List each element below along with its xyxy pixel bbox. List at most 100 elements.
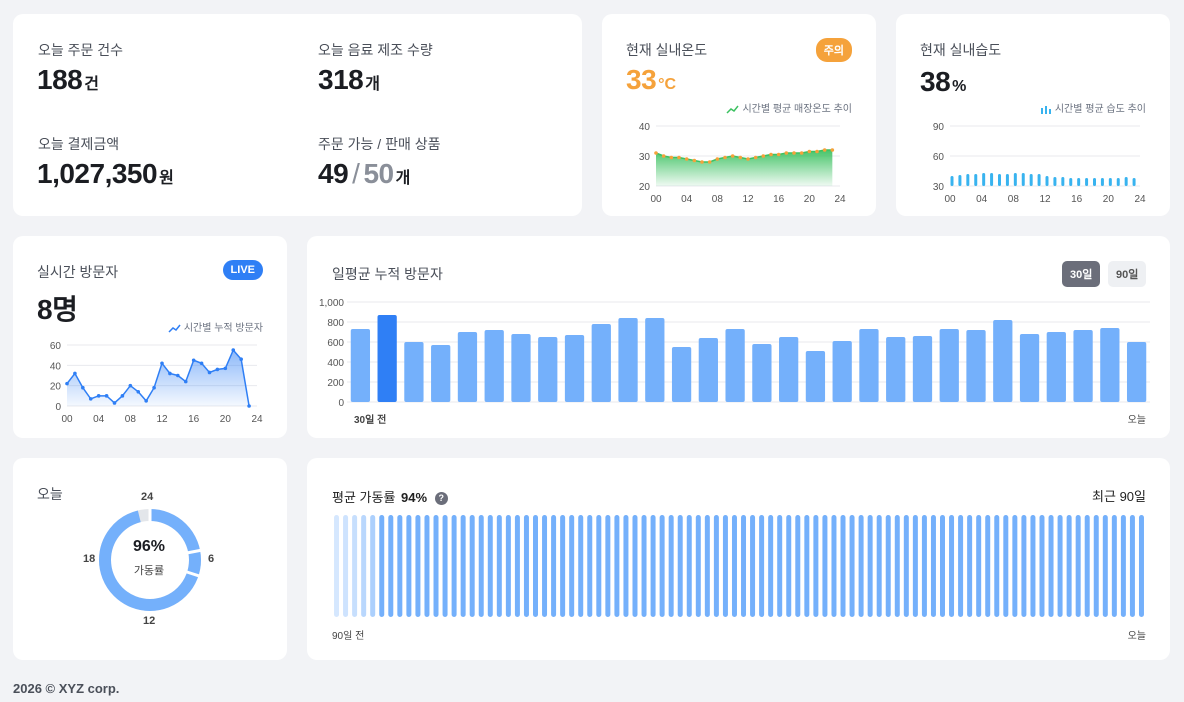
uptime-day-bar <box>334 515 340 617</box>
humidity-bar <box>998 174 1001 186</box>
daily-bar <box>886 337 906 402</box>
range-30-button[interactable]: 30일 <box>1062 261 1101 287</box>
uptime-day-bar <box>659 515 665 617</box>
uptime-day-bar <box>460 515 466 617</box>
uptime-day-bar <box>967 515 973 617</box>
visitors-point <box>215 367 220 372</box>
x-tick-label: 16 <box>773 194 785 205</box>
x-tick-label: 04 <box>976 194 988 205</box>
humidity-bar <box>1108 178 1112 186</box>
daily-bar <box>1019 334 1040 402</box>
x-tick-label: 12 <box>742 194 754 205</box>
order-count-value: 188 <box>37 64 83 95</box>
x-tick-label: 00 <box>61 414 73 425</box>
footer-copyright: 2026 © XYZ corp. <box>13 681 120 696</box>
humidity-bar <box>1069 178 1073 186</box>
uptime-bars-chart <box>334 515 1144 617</box>
bar-chart-icon <box>1040 106 1051 114</box>
visitors-point <box>183 379 188 384</box>
humidity-chart: 30 60 90 00 04 08 12 16 20 24 <box>933 122 1146 205</box>
uptime-day-bar <box>985 515 991 617</box>
daily-bar <box>1073 330 1093 402</box>
uptime-day-bar <box>940 515 945 617</box>
daily-start-label: 30일 전 <box>354 415 387 426</box>
payment-label: 오늘 결제금액 <box>38 136 120 152</box>
visitors-point <box>247 404 251 408</box>
x-tick-label: 20 <box>1103 194 1115 205</box>
order-count-label: 오늘 주문 건수 <box>38 42 124 58</box>
temperature-point <box>730 154 735 158</box>
daily-bar <box>431 345 451 402</box>
visitors-point <box>112 401 117 405</box>
range-90-button[interactable]: 90일 <box>1108 261 1147 287</box>
visitors-point <box>199 361 204 366</box>
x-tick-label: 20 <box>804 194 816 205</box>
uptime-day-bar <box>370 515 376 617</box>
uptime-day-bar <box>415 515 421 617</box>
help-icon[interactable]: ? <box>434 492 448 505</box>
today-title: 오늘 <box>37 486 63 502</box>
daily-visitors-chart: 0 200 400 600 800 1,000 <box>319 298 1150 409</box>
uptime-day-bar <box>921 515 927 617</box>
daily-bar <box>805 351 826 402</box>
uptime-day-bar <box>949 515 955 617</box>
daily-bar <box>698 338 718 402</box>
daily-bar <box>511 334 531 402</box>
uptime-day-bar <box>397 515 403 617</box>
uptime-day-bar <box>894 515 900 617</box>
uptime-day-bar <box>704 515 710 617</box>
daily-bar <box>538 337 558 402</box>
daily-bar <box>671 347 692 402</box>
trend-line-icon <box>168 324 181 333</box>
daily-bar <box>377 315 397 402</box>
live-badge: LIVE <box>222 260 263 280</box>
uptime-day-bar <box>885 515 891 617</box>
x-tick-label: 00 <box>944 194 956 205</box>
visitors-point <box>128 383 133 388</box>
daily-bar <box>618 318 638 402</box>
x-tick-label: 24 <box>834 194 846 205</box>
daily-bar <box>779 337 799 402</box>
x-tick-label: 16 <box>188 414 200 425</box>
humidity-bar <box>958 175 962 186</box>
temperature-point <box>684 157 689 161</box>
visitors-point <box>104 394 109 398</box>
temperature-number: 33 <box>626 64 657 95</box>
y-tick-label: 800 <box>327 318 344 329</box>
uptime-day-bar <box>442 515 448 617</box>
temperature-legend-text: 시간별 평균 매장온도 추이 <box>742 104 852 115</box>
temperature-title: 현재 실내온도 <box>626 42 708 58</box>
y-tick-label: 60 <box>933 152 945 163</box>
daily-end-label: 오늘 <box>1127 415 1146 426</box>
temperature-point <box>669 155 674 160</box>
uptime-day-bar <box>903 515 909 617</box>
uptime-day-bar <box>469 515 475 617</box>
y-tick-label: 90 <box>933 122 945 133</box>
uptime-day-bar <box>976 515 982 617</box>
temperature-card: 현재 실내온도 주의 33 °C 시간별 평균 매장온도 추이 20 30 40 00 0… <box>602 14 876 216</box>
humidity-number: 38 <box>920 66 951 97</box>
uptime-day-bar <box>750 515 756 617</box>
uptime-day-bar <box>388 515 394 617</box>
humidity-bar <box>990 173 994 186</box>
uptime-day-bar <box>677 515 683 617</box>
visitors-point <box>120 394 125 398</box>
donut-gap <box>187 548 202 555</box>
visitors-point <box>191 358 196 363</box>
visitors-point <box>136 389 141 394</box>
visitors-card: 실시간 방문자 LIVE 8명 시간별 누적 방문자 0 20 40 60 00 04 08… <box>13 236 287 438</box>
x-tick-label: 08 <box>1008 194 1020 205</box>
drink-count-unit: 개 <box>365 76 380 93</box>
y-tick-label: 40 <box>50 361 62 372</box>
temperature-point <box>799 151 804 155</box>
daily-bar <box>832 341 852 402</box>
temperature-point <box>715 157 720 161</box>
humidity-bar <box>1005 174 1009 186</box>
temperature-chart: 20 30 40 00 04 08 12 16 20 24 <box>639 122 846 205</box>
drink-count: 318 개 <box>318 64 380 96</box>
uptime-day-bar <box>505 515 511 617</box>
drink-count-label: 오늘 음료 제조 수량 <box>318 42 433 58</box>
daily-bar <box>404 342 424 402</box>
donut-percent: 96% <box>132 538 166 555</box>
visitors-point <box>73 371 77 376</box>
